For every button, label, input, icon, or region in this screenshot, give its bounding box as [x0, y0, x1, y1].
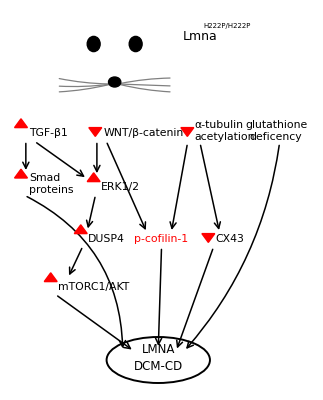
- Text: DUSP4: DUSP4: [88, 234, 125, 244]
- Text: p-cofilin-1: p-cofilin-1: [134, 234, 189, 244]
- Text: α-tubulin
acetylation: α-tubulin acetylation: [194, 120, 255, 142]
- Text: glutathione
deficency: glutathione deficency: [245, 120, 307, 142]
- Text: Smad
proteins: Smad proteins: [29, 173, 74, 195]
- Text: TGF-β1: TGF-β1: [29, 128, 68, 138]
- Text: H222P/H222P: H222P/H222P: [203, 23, 251, 29]
- Ellipse shape: [87, 36, 100, 52]
- Ellipse shape: [109, 77, 121, 87]
- Text: mTORC1/AKT: mTORC1/AKT: [58, 282, 130, 292]
- Text: ERK1/2: ERK1/2: [101, 182, 140, 192]
- Text: CX43: CX43: [216, 234, 245, 244]
- Polygon shape: [74, 225, 87, 234]
- Polygon shape: [15, 169, 27, 178]
- Polygon shape: [181, 128, 194, 136]
- Polygon shape: [15, 119, 27, 128]
- Polygon shape: [89, 128, 102, 136]
- Text: LMNA
DCM-CD: LMNA DCM-CD: [134, 343, 183, 373]
- Text: Lmna: Lmna: [182, 30, 217, 42]
- Text: WNT/β-catenin: WNT/β-catenin: [103, 128, 183, 138]
- Polygon shape: [202, 234, 215, 242]
- Polygon shape: [87, 173, 100, 182]
- Ellipse shape: [129, 36, 142, 52]
- Polygon shape: [44, 273, 57, 282]
